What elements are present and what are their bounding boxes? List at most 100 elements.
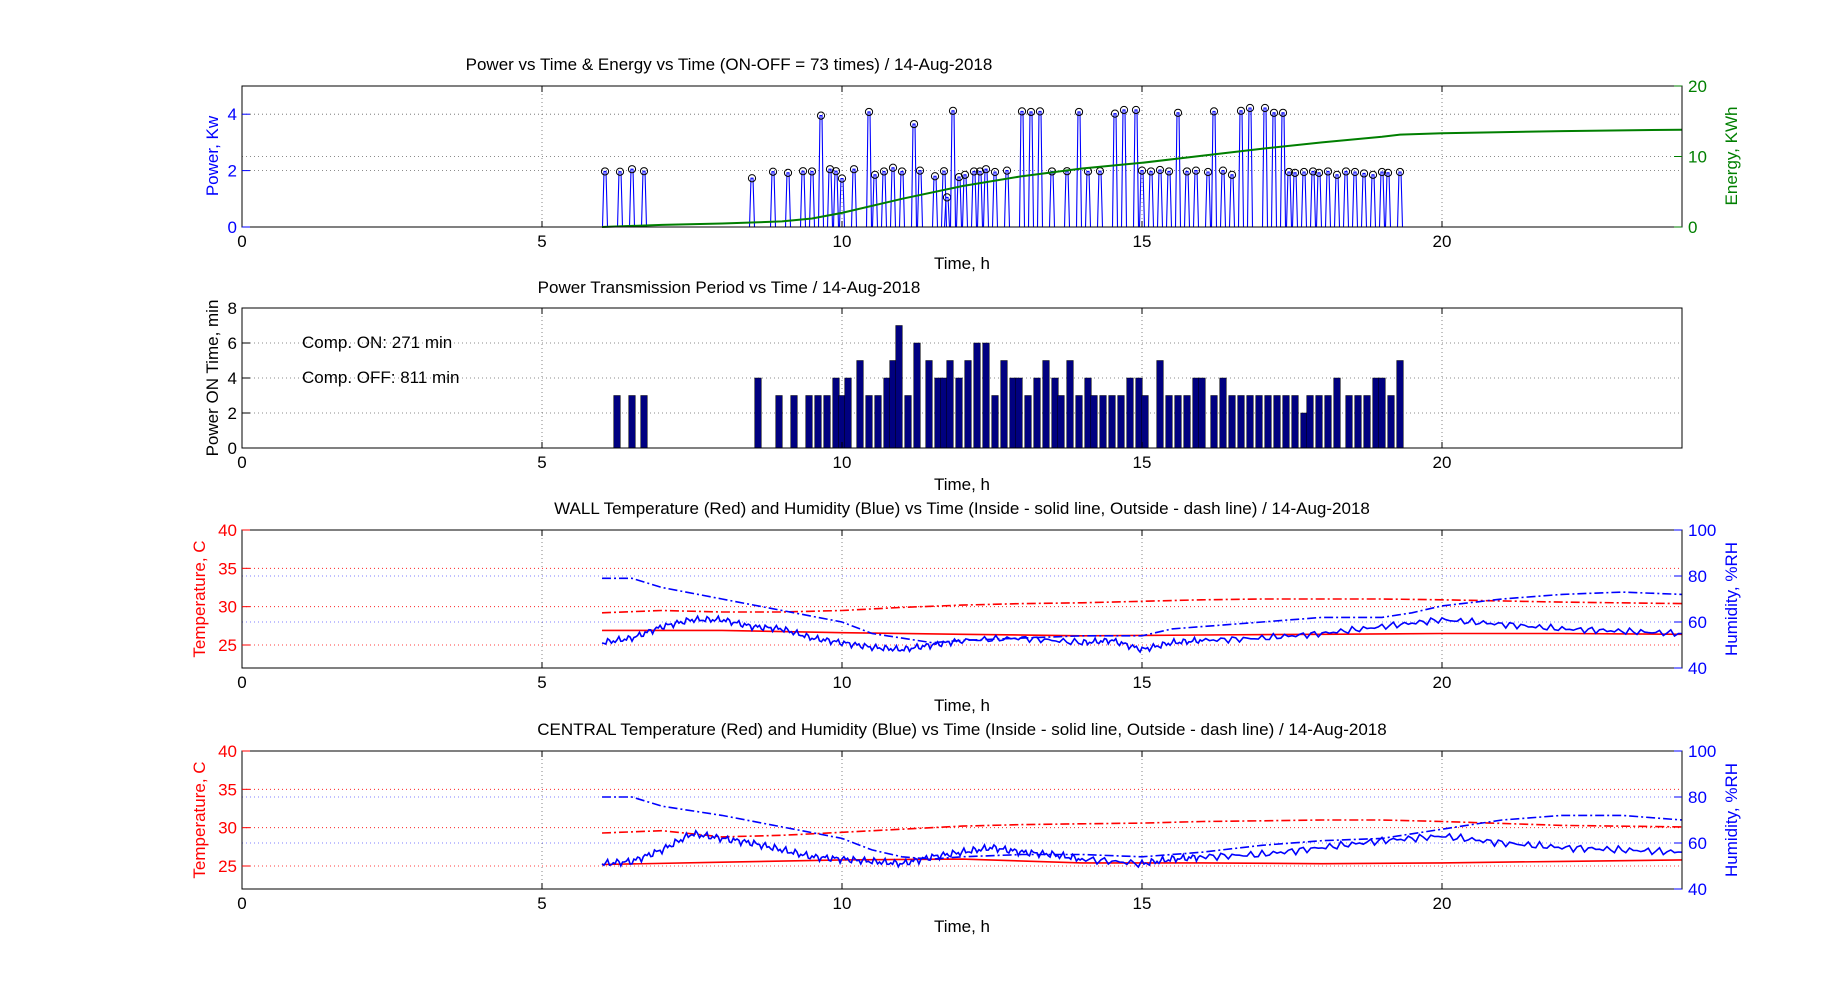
chart1-grid [242,86,1682,227]
chart3-humidity-outside-line [602,577,1683,644]
chart4-temperature-outside-line [601,819,1683,838]
chart2-title: Power Transmission Period vs Time / 14-A… [538,278,921,297]
power-stem-6 [784,172,792,228]
power-stem-9 [817,115,825,228]
period-bar-73 [1387,395,1395,449]
chart3-ytick-right-label-0: 40 [1688,659,1707,678]
period-bar-33 [1033,377,1041,449]
chart3-yticks-right: 40 60 80 100 [1674,521,1716,678]
power-stem-46 [1165,170,1173,228]
power-marker-18 [897,167,907,176]
period-bar-7 [814,395,822,449]
power-marker-12 [837,174,847,183]
power-stem-51 [1210,110,1218,228]
power-stem-56 [1261,107,1269,228]
chart2-xlabel: Time, h [934,475,990,494]
chart4-xtick-label-1: 5 [537,894,546,913]
chart4-ylabel-right: Humidity, %RH [1722,763,1741,877]
period-bar-60 [1273,395,1281,449]
power-marker-64 [1323,167,1333,176]
period-bar-47 [1156,360,1164,449]
power-stem-60 [1291,172,1299,228]
power-stem-34 [1036,110,1044,228]
chart3-ylabel-right: Humidity, %RH [1722,542,1741,656]
power-marker-3 [639,167,649,176]
period-bar-29 [1000,360,1008,449]
chart2-yticks: 0 2 4 6 8 [228,299,250,458]
power-marker-67 [1350,167,1360,177]
period-bar-69 [1354,395,1362,449]
period-bar-74 [1396,360,1404,449]
chart4-marks [601,796,1683,869]
chart3-xtick-label-0: 0 [237,673,246,692]
chart1-xticks: 0 5 10 15 20 [237,86,1451,251]
power-marker-41 [1119,105,1129,115]
chart4-plot-area [241,750,1683,890]
power-marker-8 [807,167,817,176]
power-marker-31 [1002,166,1012,175]
power-stem-16 [880,170,888,228]
power-stem-61 [1300,171,1308,228]
power-stem-71 [1384,172,1392,228]
power-marker-37 [1074,107,1084,117]
period-bar-57 [1246,395,1254,449]
period-bar-31 [1015,377,1023,449]
chart1-yticks-right: 0 10 20 [1674,77,1707,237]
power-stem-48 [1183,170,1191,228]
chart3-ytick-right-label-3: 100 [1688,521,1716,540]
power-stem-52 [1219,170,1227,228]
period-bar-23 [946,360,954,449]
chart3-xlabel: Time, h [934,696,990,715]
period-bar-5 [790,395,798,449]
period-bar-9 [832,377,840,449]
chart2-xticks: 0 5 10 15 20 [237,308,1451,472]
period-bar-58 [1255,395,1263,449]
power-marker-4 [747,174,757,183]
power-marker-63 [1314,168,1324,177]
chart3-ytick-right-label-1: 60 [1688,613,1707,632]
chart4-ytick-right-label-0: 40 [1688,880,1707,899]
period-bar-21 [934,377,942,449]
power-stem-3 [640,170,648,228]
period-bar-64 [1306,395,1314,449]
power-stem-26 [961,174,969,228]
power-stem-57 [1270,112,1278,228]
power-stem-50 [1204,171,1212,228]
chart3-yticks: 25 30 35 40 [218,521,250,655]
power-stem-7 [799,170,807,228]
power-stem-29 [982,168,990,228]
power-marker-20 [915,166,925,175]
chart4-grid [242,751,1682,889]
period-bar-59 [1264,395,1272,449]
power-stem-30 [991,171,999,228]
period-bar-66 [1324,395,1332,449]
chart1-xtick-label-3: 15 [1133,232,1152,251]
chart2-ytick-label-3: 6 [228,334,237,353]
chart1-yticks: 0 2 4 [228,105,250,237]
energy-line [601,128,1683,228]
power-stem-39 [1096,170,1104,228]
power-stem-25 [955,176,963,228]
power-marker-59 [1284,167,1294,177]
chart4-ytick-label-0: 25 [218,857,237,876]
period-bar-35 [1051,377,1059,449]
power-stem-45 [1156,169,1164,228]
chart3-ylabel: Temperature, C [190,540,209,657]
power-stem-13 [850,168,858,228]
power-stem-41 [1120,109,1128,228]
period-bar-11 [844,377,852,449]
power-marker-27 [969,167,979,176]
chart4-yticks-right: 40 60 80 100 [1674,742,1716,899]
chart1-ylabel: Power, Kw [203,115,222,196]
chart1-title: Power vs Time & Energy vs Time (ON-OFF =… [466,55,993,74]
chart3-xtick-label-4: 20 [1433,673,1452,692]
power-stem-68 [1360,172,1368,228]
power-marker-69 [1368,170,1378,179]
power-stem-33 [1027,111,1035,228]
period-bar-16 [889,360,897,449]
power-period-chart: Power Transmission Period vs Time / 14-A… [203,278,1683,494]
power-stem-44 [1147,170,1155,228]
power-stem-38 [1084,170,1092,228]
chart2-ytick-label-0: 0 [228,439,237,458]
power-marker-6 [783,168,793,177]
